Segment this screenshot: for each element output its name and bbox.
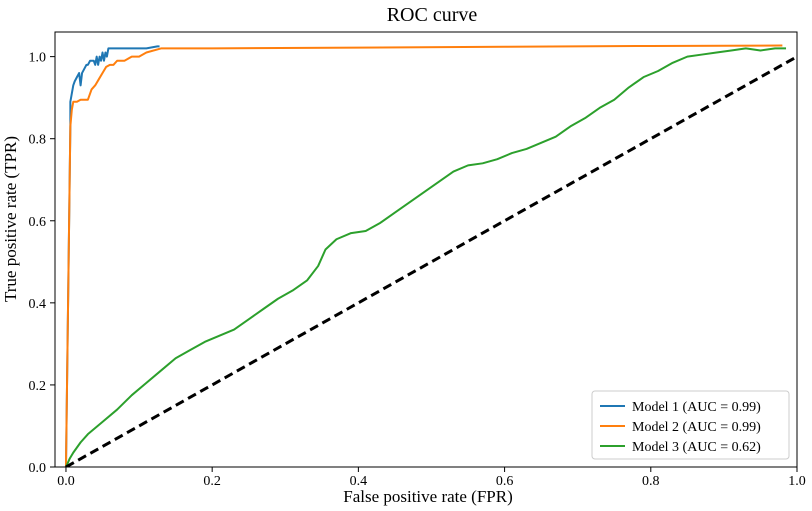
legend-label: Model 1 (AUC = 0.99) xyxy=(632,400,761,415)
x-axis-label: False positive rate (FPR) xyxy=(343,487,513,506)
y-axis-label: True positive rate (TPR) xyxy=(1,136,20,302)
axes xyxy=(54,31,798,468)
legend-box xyxy=(591,390,790,460)
legend: Model 1 (AUC = 0.99) Model 2 (AUC = 0.99)… xyxy=(591,390,790,460)
legend-label: Model 2 (AUC = 0.99) xyxy=(632,420,761,435)
series-line-model-2 xyxy=(64,44,783,467)
y-tick-label: 0.6 xyxy=(29,215,47,230)
ticks: 0.0 0.2 0.4 0.6 0.8 1.0 0.0 0.2 0.4 0.6 0.8 1.0 xyxy=(29,51,806,489)
y-tick-label: 1.0 xyxy=(29,51,47,66)
legend-label: Model 3 (AUC = 0.62) xyxy=(632,440,761,455)
chart-title: ROC curve xyxy=(387,4,478,26)
x-tick-label: 0.6 xyxy=(496,474,514,489)
plot-lines xyxy=(64,44,797,467)
series-line-model-1 xyxy=(64,45,160,467)
y-tick-label: 0.2 xyxy=(29,379,47,394)
series-line-model-3 xyxy=(65,47,787,467)
x-tick-label: 0.2 xyxy=(203,474,221,489)
x-tick-label: 0.4 xyxy=(350,474,368,489)
x-tick-label: 0.0 xyxy=(57,474,75,489)
y-tick-label: 0.8 xyxy=(29,133,47,148)
y-tick-label: 0.4 xyxy=(29,297,47,312)
y-tick-label: 0.0 xyxy=(29,461,47,476)
x-tick-label: 0.8 xyxy=(642,474,660,489)
plot-frame xyxy=(54,31,798,468)
x-tick-label: 1.0 xyxy=(788,474,806,489)
